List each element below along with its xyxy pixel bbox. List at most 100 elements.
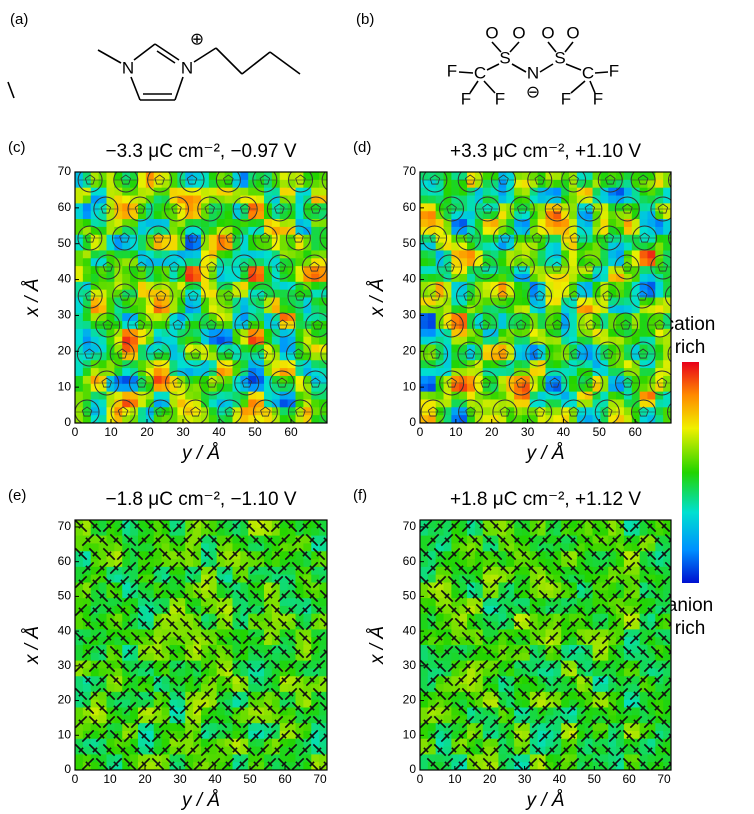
heat-cell <box>240 290 248 298</box>
y-tick-label: 30 <box>58 658 72 672</box>
heat-cell <box>483 392 491 400</box>
heat-cell <box>538 723 546 731</box>
heat-cell <box>177 567 185 575</box>
heat-cell <box>522 172 530 180</box>
heat-cell <box>264 614 272 622</box>
heat-cell <box>162 203 170 211</box>
heat-cell <box>201 645 209 653</box>
heat-cell <box>83 551 91 559</box>
heat-cell <box>280 188 288 196</box>
heat-cell <box>122 290 130 298</box>
heat-cell <box>130 368 138 376</box>
heat-cell <box>107 360 115 368</box>
heat-cell <box>272 282 280 290</box>
heat-cell <box>459 614 467 622</box>
heat-cell <box>655 298 663 306</box>
heat-cell <box>233 700 241 708</box>
heat-cell <box>428 520 436 528</box>
heat-cell <box>436 676 444 684</box>
heat-cell <box>114 575 122 583</box>
heat-cell <box>632 250 640 258</box>
y-axis-label: x / Å <box>367 278 388 317</box>
heat-cell <box>83 352 91 360</box>
heat-cell <box>538 250 546 258</box>
heat-cell <box>506 282 514 290</box>
heat-cell <box>569 282 577 290</box>
heat-cell <box>640 250 648 258</box>
heat-cell <box>107 708 115 716</box>
heat-cell <box>154 196 162 204</box>
heat-cell <box>593 360 601 368</box>
heat-cell <box>616 305 624 313</box>
heat-cell <box>444 337 452 345</box>
heat-cell <box>272 407 280 415</box>
heat-cell <box>569 384 577 392</box>
heat-cell <box>225 305 233 313</box>
heat-cell <box>225 196 233 204</box>
heat-cell <box>319 250 327 258</box>
heat-cell <box>420 536 428 544</box>
heat-cell <box>146 188 154 196</box>
heat-cell <box>428 629 436 637</box>
heat-cell <box>428 172 436 180</box>
atom-label: F <box>593 89 603 108</box>
heat-cell <box>303 645 311 653</box>
heat-cell <box>83 196 91 204</box>
heat-cell <box>475 235 483 243</box>
heat-cell <box>459 528 467 536</box>
heat-cell <box>146 708 154 716</box>
fullerene-ring <box>673 291 683 300</box>
heat-cell <box>75 528 83 536</box>
heat-cell <box>193 352 201 360</box>
heat-cell <box>154 700 162 708</box>
heat-cell <box>444 543 452 551</box>
atom-label: N <box>181 58 193 77</box>
heat-cell <box>546 676 554 684</box>
heat-cell <box>170 305 178 313</box>
heat-cell <box>436 274 444 282</box>
heat-cell <box>138 298 146 306</box>
heat-cell <box>553 352 561 360</box>
heat-cell <box>280 337 288 345</box>
heat-cell <box>467 629 475 637</box>
heat-cell <box>138 243 146 251</box>
heat-cell <box>655 227 663 235</box>
heat-cell <box>444 188 452 196</box>
heat-cell <box>296 282 304 290</box>
heat-cell <box>475 250 483 258</box>
heat-cell <box>577 415 585 423</box>
heat-cell <box>640 298 648 306</box>
heat-cell <box>498 321 506 329</box>
heat-cell <box>264 172 272 180</box>
heat-cell <box>272 266 280 274</box>
heat-cell <box>91 661 99 669</box>
heat-cell <box>107 329 115 337</box>
heat-cell <box>428 368 436 376</box>
heat-cell <box>444 399 452 407</box>
heat-cell <box>319 606 327 614</box>
heat-cell <box>561 368 569 376</box>
heat-cell <box>256 258 264 266</box>
heat-cell <box>498 376 506 384</box>
heat-cell <box>75 196 83 204</box>
heat-cell <box>311 188 319 196</box>
heat-cell <box>272 723 280 731</box>
x-tick-label: 60 <box>278 772 292 786</box>
heat-cell <box>272 337 280 345</box>
heat-cell <box>467 754 475 762</box>
heat-cell <box>193 345 201 353</box>
heat-cell <box>561 700 569 708</box>
atom-label: F <box>609 61 619 80</box>
heat-cell <box>233 313 241 321</box>
heat-cell <box>530 392 538 400</box>
y-axis-label: x / Å <box>22 626 43 665</box>
heat-cell <box>467 598 475 606</box>
heat-cell <box>114 668 122 676</box>
heat-cell <box>600 392 608 400</box>
heat-cell <box>264 715 272 723</box>
heat-cell <box>577 384 585 392</box>
heat-cell <box>569 747 577 755</box>
heat-cell <box>209 407 217 415</box>
heat-cell <box>514 629 522 637</box>
heat-cell <box>209 298 217 306</box>
